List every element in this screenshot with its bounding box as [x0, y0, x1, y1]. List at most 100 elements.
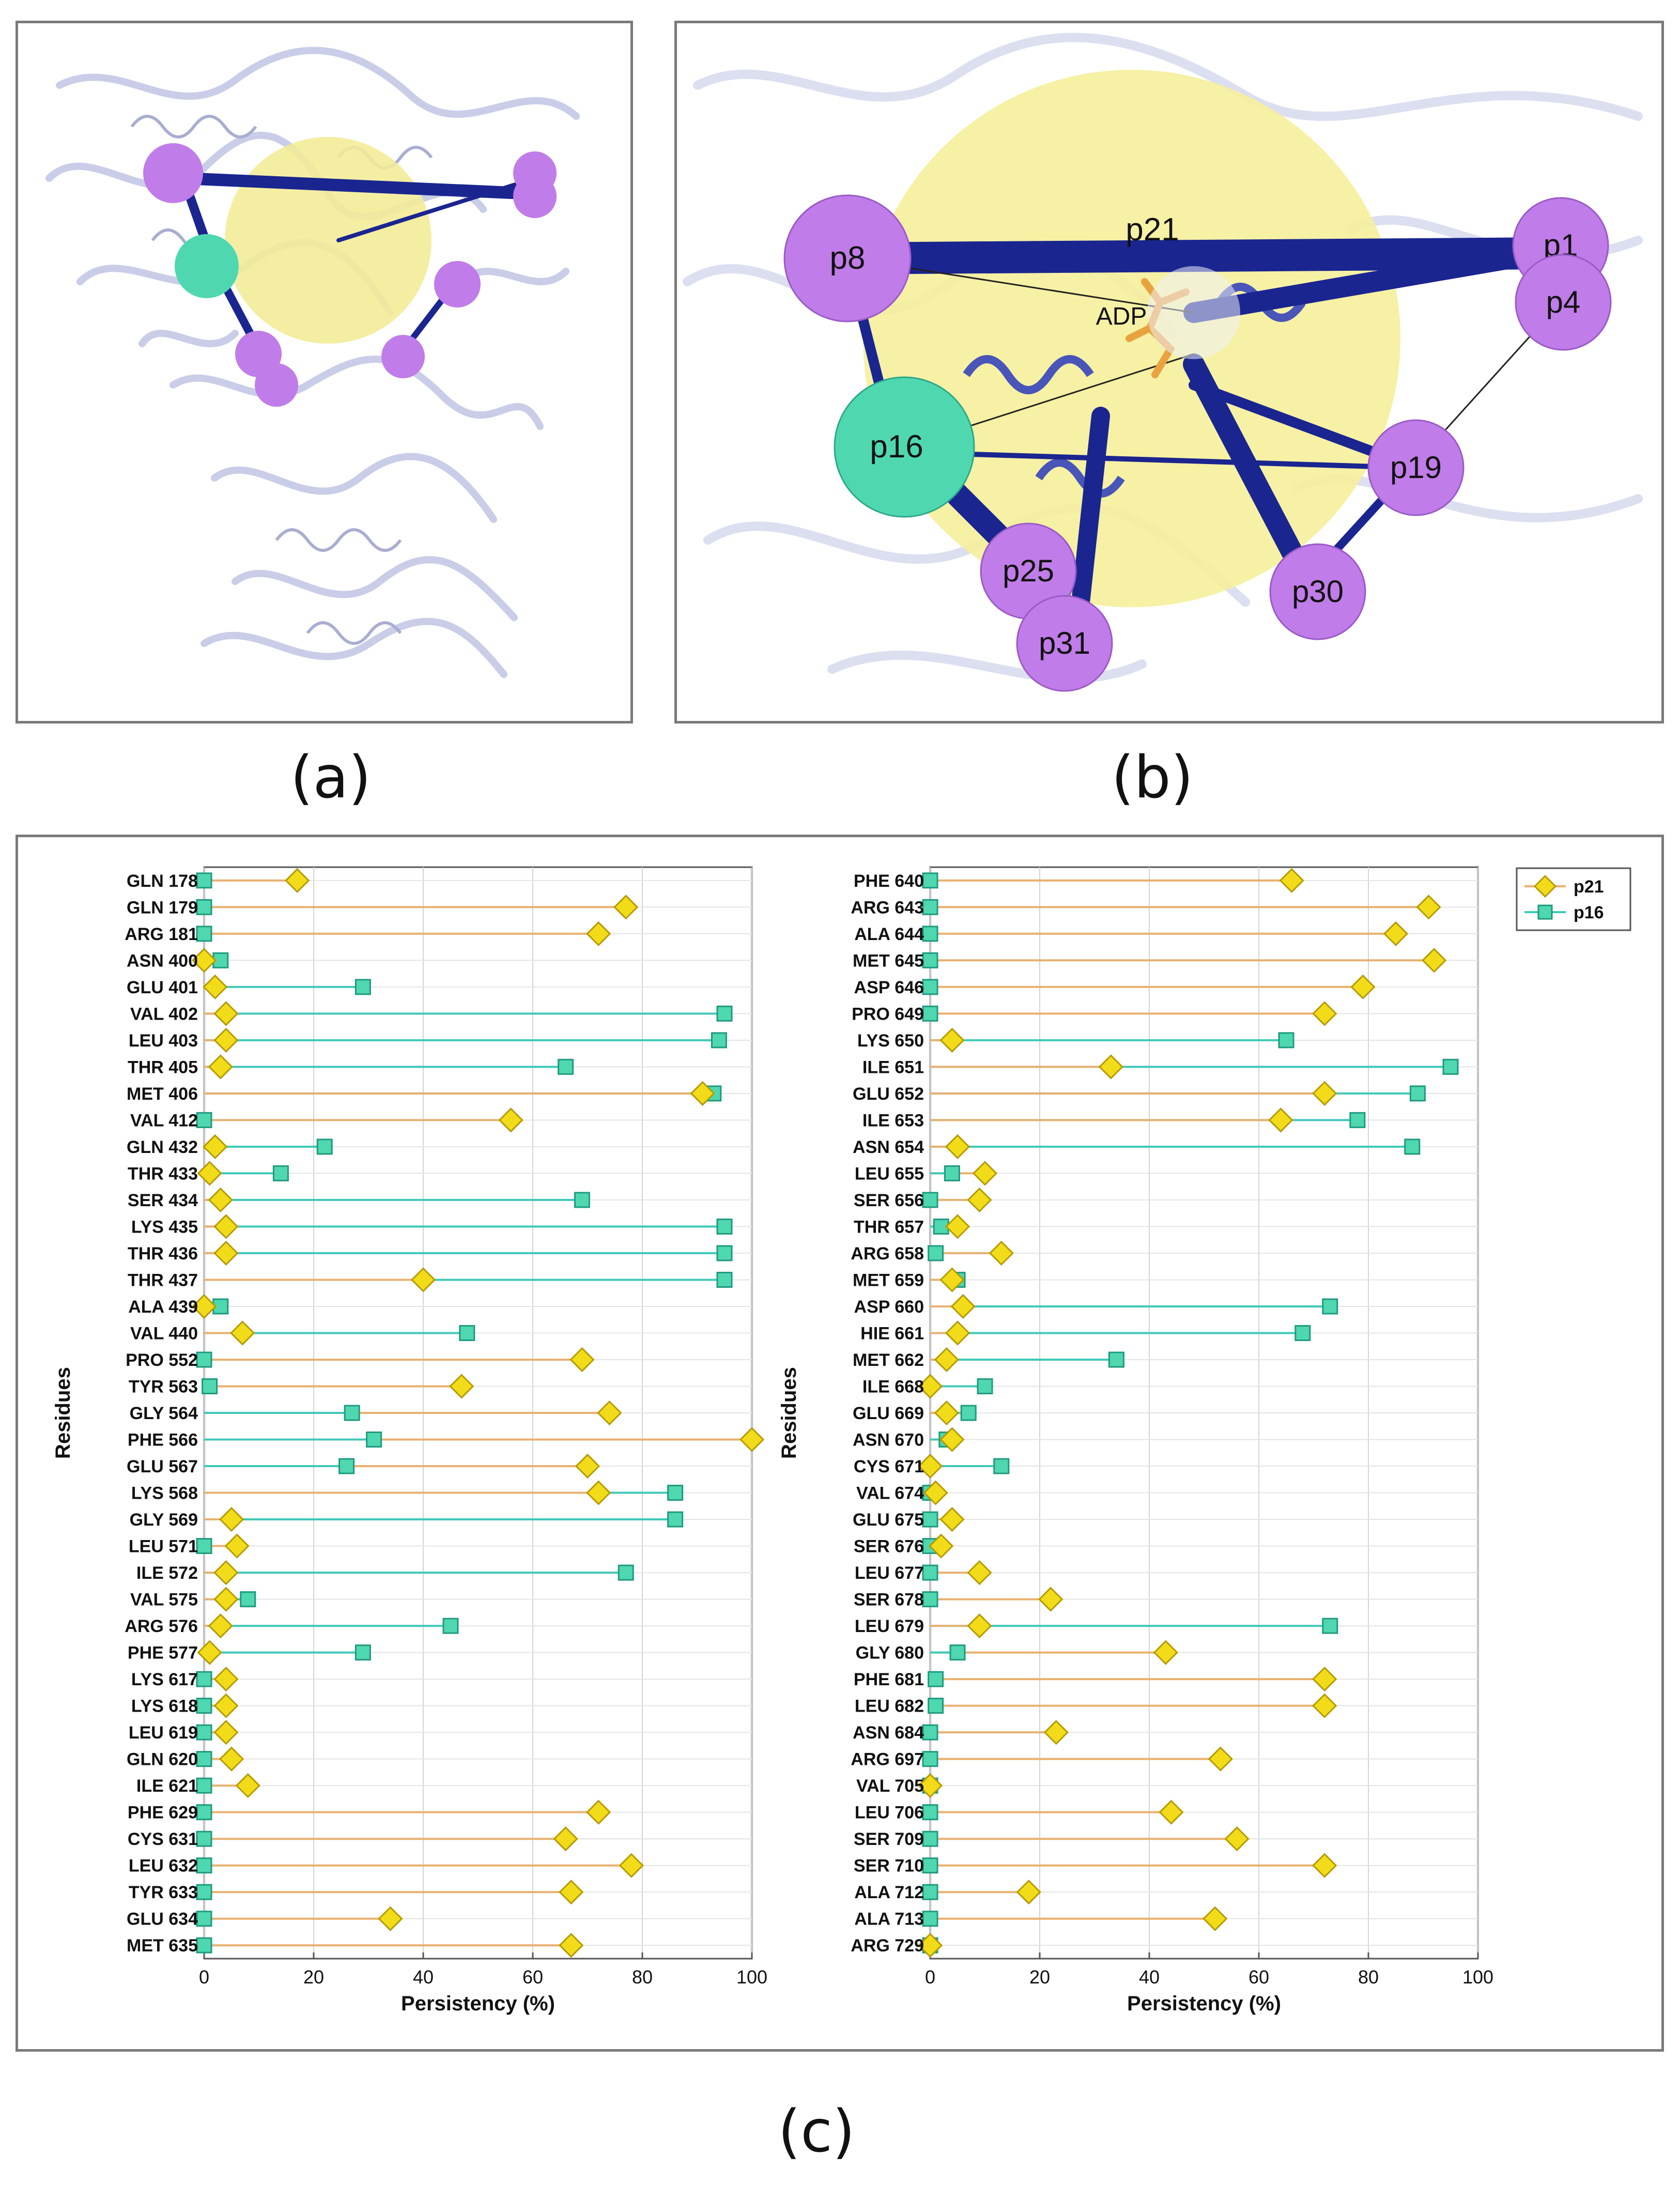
- p21-point: [934, 1400, 959, 1426]
- x-tick-label: 60: [1249, 1966, 1269, 1988]
- p21-point: [1043, 1720, 1069, 1745]
- p21-point: [1312, 1853, 1337, 1878]
- residue-label: GLU 652: [853, 1084, 924, 1104]
- p21-point: [945, 1134, 970, 1159]
- p16-point: [196, 1724, 212, 1741]
- p21-point: [1208, 1746, 1233, 1772]
- residue-label: SER 434: [128, 1191, 198, 1210]
- p21-point: [197, 1161, 222, 1186]
- residue-label: THR 405: [128, 1057, 198, 1077]
- x-axis-label: Persistency (%): [1127, 1992, 1281, 2015]
- p21-point: [597, 1400, 622, 1426]
- residue-label: ASN 684: [853, 1723, 924, 1743]
- residue-label: GLU 669: [853, 1404, 924, 1423]
- p21-point: [203, 1134, 228, 1159]
- residue-label: LYS 568: [131, 1484, 198, 1503]
- p21-point: [1279, 868, 1304, 893]
- residue-label: THR 433: [128, 1164, 198, 1183]
- p21-point: [213, 1720, 239, 1745]
- p16-point: [1442, 1058, 1459, 1075]
- node-p30: p30: [1269, 543, 1366, 640]
- p16-point: [922, 1192, 938, 1208]
- p16-point: [922, 1591, 938, 1608]
- p21-point: [230, 1320, 255, 1346]
- residue-label: MET 635: [127, 1936, 198, 1956]
- p21-point: [690, 1081, 715, 1106]
- panel-b-structure: ADP p21 p8 p1 p4 p16 p19 p25 p31: [683, 33, 1643, 692]
- p21-point: [939, 1027, 965, 1053]
- p16-point: [922, 1857, 938, 1874]
- x-tick-label: 100: [736, 1966, 767, 1988]
- residue-label: SER 678: [854, 1590, 924, 1610]
- residue-label: VAL 674: [856, 1484, 924, 1503]
- p21-point: [191, 948, 217, 973]
- residue-label: CYS 631: [128, 1829, 198, 1849]
- p16-point: [196, 1671, 212, 1687]
- p16-point: [459, 1325, 475, 1341]
- p16-point: [366, 1432, 382, 1448]
- residue-label: ILE 572: [136, 1563, 198, 1583]
- residue-label: PHE 566: [128, 1430, 198, 1450]
- p16-point: [196, 1937, 212, 1953]
- p16-point: [716, 1245, 733, 1261]
- p16-point: [574, 1192, 590, 1208]
- p16-point: [922, 1804, 938, 1821]
- p16-point: [355, 1644, 371, 1661]
- residue-label: LEU 632: [129, 1856, 198, 1876]
- residue-label: THR 436: [128, 1244, 198, 1264]
- node-p8: p8: [783, 194, 912, 322]
- p16-point: [196, 1884, 212, 1900]
- p21-point: [1016, 1880, 1041, 1905]
- residue-label: GLU 567: [127, 1457, 198, 1476]
- x-tick-label: 20: [303, 1966, 324, 1988]
- chart-right: 0 20 40 60 80 100 PHE 640 ARG 643 ALA 644 MET 645…: [778, 866, 1631, 2015]
- node-label: p19: [1390, 450, 1442, 485]
- p21-point: [559, 1933, 584, 1958]
- p16-point: [196, 1911, 212, 1927]
- p21-point: [575, 1453, 600, 1479]
- node-label: p30: [1292, 574, 1344, 609]
- p16-point: [1349, 1112, 1366, 1128]
- residue-label: GLU 675: [853, 1510, 924, 1530]
- p21-point: [613, 895, 639, 920]
- p16-point: [716, 1271, 733, 1288]
- residue-label: ALA 439: [128, 1297, 198, 1317]
- residue-label: ASP 660: [854, 1297, 924, 1317]
- p21-point: [967, 1187, 992, 1213]
- legend-p21-marker: [1533, 874, 1557, 898]
- p21-point: [929, 1533, 954, 1559]
- x-tick-label: 0: [925, 1966, 935, 1988]
- p16-point: [711, 1032, 727, 1049]
- residue-label: ASN 400: [127, 951, 198, 971]
- p21-point: [917, 1374, 943, 1399]
- p21-point: [213, 1560, 239, 1586]
- p21-point: [739, 1427, 765, 1452]
- node-p4: p4: [1515, 254, 1612, 351]
- residue-label: PHE 681: [854, 1670, 924, 1689]
- p16-point: [196, 1830, 212, 1847]
- residue-label: ARG 658: [851, 1244, 924, 1264]
- p16-point: [922, 1830, 938, 1847]
- p16-point: [196, 1751, 212, 1767]
- residue-label: LYS 650: [857, 1031, 924, 1051]
- p21-point: [989, 1240, 1014, 1266]
- p21-point: [967, 1560, 992, 1586]
- p21-point: [934, 1347, 959, 1373]
- x-tick-label: 40: [413, 1966, 434, 1988]
- p21-point: [1159, 1799, 1184, 1825]
- residue-label: VAL 575: [130, 1590, 198, 1610]
- residue-label: GLN 179: [127, 898, 198, 917]
- x-axis-label: Persistency (%): [401, 1992, 555, 2015]
- residue-label: ILE 653: [862, 1111, 924, 1130]
- p21-point: [1153, 1640, 1178, 1665]
- p21-point: [208, 1054, 233, 1080]
- residue-label: GLU 634: [127, 1910, 198, 1929]
- p16-point: [196, 1351, 212, 1368]
- residue-label: VAL 705: [856, 1776, 924, 1796]
- p21-point: [945, 1320, 970, 1346]
- p21-point: [1416, 895, 1441, 920]
- p16-point: [196, 1112, 212, 1128]
- residue-label: PHE 577: [128, 1643, 198, 1663]
- residue-label: SER 710: [854, 1856, 924, 1876]
